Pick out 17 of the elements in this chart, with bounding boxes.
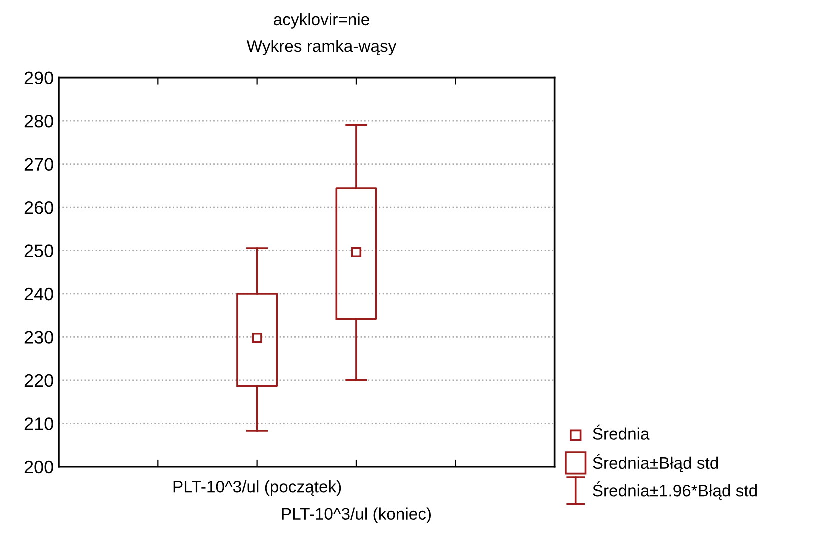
- y-tick-label: 200: [24, 460, 54, 474]
- text: Średnia: [593, 424, 650, 440]
- x-tick-label: PLT-10^3/ul (koniec): [282, 508, 432, 524]
- y-tick-label: 250: [24, 244, 54, 258]
- y-tick-label: 270: [24, 158, 54, 171]
- chart-title: acyklovir=nie: [274, 13, 370, 29]
- y-tick-label: 280: [24, 114, 54, 128]
- y-tick-label: 290: [24, 72, 54, 85]
- y-tick-label: 260: [24, 201, 54, 214]
- chart-subtitle: Wykres ramka-wąsy: [246, 40, 397, 56]
- x-tick-label: PLT-10^3/ul (początek): [174, 480, 342, 496]
- y-tick-label: 210: [24, 418, 54, 430]
- y-tick-label: 230: [24, 331, 54, 344]
- y-tick-label: 240: [24, 288, 54, 301]
- text: Średnia±Błąd std: [593, 454, 718, 472]
- y-tick-label: 220: [24, 374, 54, 388]
- text: Średnia±1.96*Błąd std: [593, 482, 758, 500]
